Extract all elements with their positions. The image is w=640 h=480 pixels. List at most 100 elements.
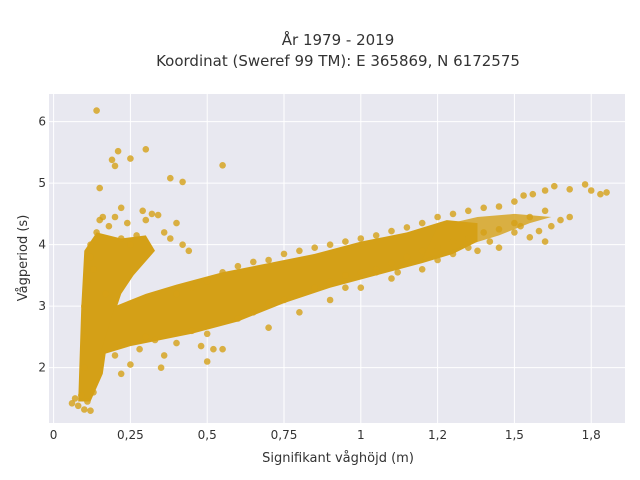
data-point-72 <box>480 229 488 236</box>
chart-subtitle: Koordinat (Sweref 99 TM): E 365869, N 61… <box>156 52 520 70</box>
data-point-74 <box>511 219 518 227</box>
data-point-46 <box>117 370 125 378</box>
data-point-41 <box>96 184 103 192</box>
data-point-81 <box>234 262 242 270</box>
data-point-50 <box>151 336 159 344</box>
data-point-23 <box>133 232 140 239</box>
dense-cloud-low <box>78 232 155 402</box>
data-point-96 <box>465 207 472 215</box>
data-point-47 <box>127 361 134 368</box>
y-tick-labels: 2 3 4 5 6 <box>38 115 46 375</box>
data-point-80 <box>219 269 226 276</box>
data-point-92 <box>403 224 411 231</box>
data-point-107 <box>603 189 610 196</box>
data-point-79 <box>203 278 211 285</box>
data-point-68 <box>418 247 426 255</box>
x-tick-label-6: 1,5 <box>505 428 524 442</box>
data-point-125 <box>326 296 334 304</box>
data-point-88 <box>342 238 349 245</box>
y-tick-label-4: 6 <box>38 115 46 129</box>
data-point-90 <box>372 232 380 239</box>
data-point-112 <box>535 227 543 235</box>
data-point-117 <box>495 244 503 251</box>
data-point-45 <box>111 352 119 359</box>
x-tick-labels: 0 0,25 0,5 0,75 1 1,2 1,5 1,8 <box>50 428 601 442</box>
data-point-12 <box>87 253 94 261</box>
dense-cloud-main <box>99 220 478 356</box>
data-point-101 <box>529 190 537 198</box>
data-point-70 <box>449 238 457 245</box>
data-point-60 <box>296 290 303 298</box>
data-point-30 <box>179 241 186 248</box>
data-point-48 <box>136 345 143 353</box>
data-point-63 <box>342 272 349 279</box>
data-point-131 <box>394 269 402 276</box>
data-point-66 <box>388 259 395 267</box>
data-point-110 <box>517 222 524 230</box>
data-point-37 <box>142 146 150 153</box>
data-point-4 <box>81 406 88 413</box>
data-point-31 <box>185 247 193 255</box>
data-point-89 <box>357 235 365 242</box>
y-tick-label-1: 3 <box>38 299 46 313</box>
data-point-29 <box>173 219 180 227</box>
data-point-42 <box>117 204 125 212</box>
y-tick-label-0: 2 <box>38 361 46 375</box>
y-tick-label-3: 5 <box>38 176 46 190</box>
data-point-32 <box>93 107 100 114</box>
data-point-33 <box>108 156 116 164</box>
data-point-9 <box>81 333 88 341</box>
data-point-13 <box>87 241 94 248</box>
data-point-25 <box>148 210 156 218</box>
chart-title: År 1979 - 2019 <box>282 30 395 49</box>
data-point-14 <box>90 266 97 273</box>
data-point-11 <box>84 278 91 285</box>
data-point-97 <box>480 204 488 212</box>
y-axis-title: Vågperiod (s) <box>16 215 31 302</box>
data-point-85 <box>296 247 303 255</box>
data-point-49 <box>142 333 150 341</box>
data-point-86 <box>311 244 319 251</box>
data-point-111 <box>526 234 534 241</box>
x-axis-title: Signifikant våghöjd (m) <box>262 451 414 466</box>
data-point-73 <box>495 226 503 233</box>
data-point-83 <box>265 256 272 264</box>
data-point-18 <box>105 222 113 230</box>
data-point-91 <box>388 227 395 235</box>
data-point-71 <box>465 235 472 242</box>
data-point-2 <box>74 402 82 410</box>
data-point-123 <box>265 324 272 332</box>
data-point-126 <box>357 284 365 292</box>
data-point-24 <box>142 216 150 224</box>
x-tick-label-2: 0,5 <box>198 428 217 442</box>
data-point-44 <box>102 290 110 298</box>
data-point-21 <box>124 219 131 227</box>
data-point-7 <box>90 389 97 396</box>
x-tick-label-0: 0 <box>50 428 58 442</box>
data-point-78 <box>188 284 196 292</box>
data-point-69 <box>434 244 441 251</box>
data-point-95 <box>449 210 457 218</box>
data-point-5 <box>84 398 91 405</box>
data-point-119 <box>474 247 481 255</box>
data-point-6 <box>87 407 94 415</box>
x-tick-label-7: 1,8 <box>582 428 601 442</box>
data-point-116 <box>566 213 573 221</box>
data-point-103 <box>551 182 558 190</box>
data-point-113 <box>541 238 549 245</box>
data-point-121 <box>449 250 457 258</box>
data-point-27 <box>160 229 168 236</box>
data-point-104 <box>566 186 573 193</box>
data-point-51 <box>160 352 168 359</box>
data-point-134 <box>197 342 205 350</box>
data-point-99 <box>511 198 518 205</box>
data-point-100 <box>520 192 527 199</box>
y-tick-label-2: 4 <box>38 238 46 252</box>
data-point-59 <box>280 296 288 304</box>
data-point-28 <box>167 235 174 242</box>
data-point-54 <box>203 330 211 338</box>
data-point-52 <box>173 339 180 347</box>
x-tick-label-5: 1,2 <box>428 428 447 442</box>
